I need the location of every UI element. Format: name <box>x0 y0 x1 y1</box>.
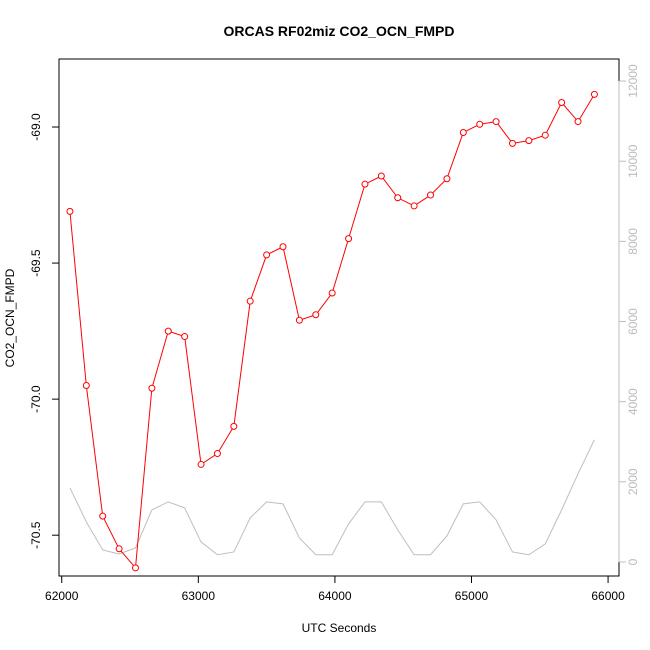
primary-data-point <box>541 131 549 139</box>
primary-data-point <box>476 120 484 128</box>
primary-data-point <box>164 327 172 335</box>
y-tick-label: -69.5 <box>29 249 43 277</box>
primary-data-point <box>492 118 500 126</box>
primary-data-point <box>459 128 467 136</box>
y2-tick-label: 8000 <box>626 228 640 255</box>
primary-data-point <box>328 289 336 297</box>
primary-data-point <box>246 297 254 305</box>
y2-tick-label: 6000 <box>626 308 640 335</box>
primary-data-point <box>197 460 205 468</box>
primary-data-point <box>394 194 402 202</box>
y-tick-label: -70.5 <box>29 521 43 549</box>
primary-data-point <box>82 382 90 390</box>
primary-data-point <box>312 311 320 319</box>
primary-data-point <box>99 512 107 520</box>
primary-data-point <box>263 251 271 259</box>
primary-data-point <box>213 450 221 458</box>
x-tick-label: 65000 <box>455 589 489 603</box>
x-axis-label: UTC Seconds <box>302 621 377 635</box>
x-tick-label: 63000 <box>182 589 216 603</box>
primary-series <box>66 90 598 572</box>
primary-data-point <box>525 137 533 145</box>
primary-data-point <box>443 175 451 183</box>
y2-tick-label: 12000 <box>626 64 640 98</box>
primary-data-point <box>181 333 189 341</box>
primary-data-point <box>590 90 598 98</box>
primary-data-point <box>377 172 385 180</box>
secondary-series-line <box>69 439 595 556</box>
primary-data-point <box>427 191 435 199</box>
y2-tick-label: 2000 <box>626 468 640 495</box>
primary-data-point <box>295 316 303 324</box>
x-tick-label: 64000 <box>318 589 352 603</box>
secondary-series <box>69 439 595 556</box>
primary-data-point <box>148 384 156 392</box>
y2-tick-label: 10000 <box>626 144 640 178</box>
primary-data-point <box>115 545 123 553</box>
chart-title: ORCAS RF02miz CO2_OCN_FMPD <box>223 23 454 39</box>
y-axis-label: CO2_OCN_FMPD <box>3 268 17 367</box>
primary-data-point <box>279 243 287 251</box>
primary-data-point <box>131 564 139 572</box>
primary-data-point <box>508 139 516 147</box>
x-axis: 62000 63000 64000 65000 66000 <box>45 575 625 603</box>
y-axis-left: -69.0 -69.5 -70.0 -70.5 <box>29 113 60 549</box>
y-tick-label: -69.0 <box>29 113 43 141</box>
primary-data-point <box>410 202 418 210</box>
primary-data-point <box>66 207 74 215</box>
primary-data-point <box>345 235 353 243</box>
y2-tick-label: 0 <box>626 558 640 565</box>
y-axis-right: 0 2000 4000 6000 8000 10000 12000 <box>618 64 640 565</box>
primary-data-point <box>361 180 369 188</box>
x-tick-label: 62000 <box>45 589 79 603</box>
primary-data-point <box>558 99 566 107</box>
y2-tick-label: 4000 <box>626 388 640 415</box>
x-tick-label: 66000 <box>591 589 625 603</box>
primary-data-point <box>230 422 238 430</box>
y-tick-label: -70.0 <box>29 385 43 413</box>
primary-data-point <box>574 118 582 126</box>
